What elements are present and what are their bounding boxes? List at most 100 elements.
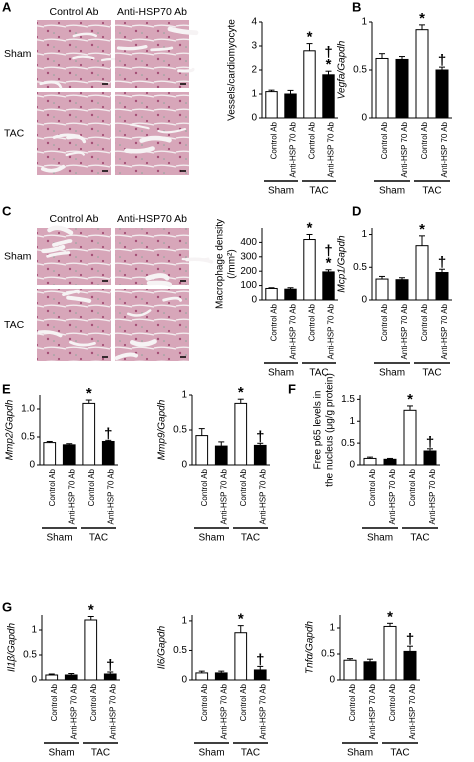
significance-marker: * (419, 221, 425, 238)
bar (265, 287, 278, 301)
micrograph (37, 92, 111, 175)
x-tick-label: Control Ab (270, 121, 279, 159)
x-tick-label: Control Ab (308, 303, 317, 341)
x-tick-label: Control Ab (308, 121, 317, 159)
x-tick-label: Anti-HSP 70 Ab (67, 468, 76, 524)
group-label: TAC (410, 533, 429, 544)
bar (375, 57, 389, 119)
x-tick-label: Anti-HSP 70 Ab (388, 468, 397, 524)
group-label: Sham (347, 748, 373, 759)
tissue-gap (72, 55, 95, 60)
y-tick-label: 1 (361, 17, 367, 28)
x-tick-label: Control Ab (89, 683, 98, 721)
y-tick-label: 0 (31, 675, 37, 686)
significance-marker: † (426, 434, 434, 451)
x-tick-label: Control Ab (420, 121, 429, 159)
tissue-gap (65, 151, 85, 157)
y-tick-label: 0 (361, 113, 367, 124)
y-tick-label: 0 (29, 460, 35, 471)
bar (363, 661, 377, 681)
y-tick-label: 1 (31, 625, 37, 636)
tissue-gap (139, 135, 172, 143)
group-label: TAC (91, 748, 110, 759)
tissue-gap (52, 238, 73, 247)
x-tick-label: Anti-HSP 70 Ab (289, 303, 298, 359)
x-tick-label: Control Ab (420, 303, 429, 341)
group-label: TAC (309, 368, 328, 379)
y-tick-label: 1 (181, 616, 187, 627)
bar (435, 272, 449, 301)
bar (423, 450, 437, 466)
group-label: Sham (46, 533, 72, 544)
bar (415, 29, 429, 119)
y-tick-label: 1.5 (341, 394, 355, 405)
y-axis-label: Free p65 levels in (313, 391, 324, 470)
tissue-gap (157, 128, 187, 134)
y-axis-label: Il1β/Gapdh (7, 623, 18, 673)
x-tick-label: Control Ab (380, 121, 389, 159)
tissue-gap (167, 26, 199, 36)
x-tick-label: Anti-HSP 70 Ab (69, 683, 78, 739)
x-tick-label: Control Ab (368, 468, 377, 506)
micrograph (37, 289, 111, 361)
group-label: Sham (198, 533, 224, 544)
image-row-label: TAC (4, 127, 25, 139)
y-axis-label: Mmp2/Gapdh (5, 399, 16, 460)
group-label: Sham (379, 368, 405, 379)
y-tick-label: 300 (240, 251, 257, 262)
image-column-header: Control Ab (49, 6, 98, 18)
bar (395, 58, 409, 119)
panel-letter: A (2, 0, 12, 14)
x-tick-label: Anti-HSP 70 Ab (400, 303, 409, 359)
panel-letter: E (2, 381, 11, 396)
y-axis-label: Mcp1/Gapdh (337, 235, 348, 293)
significance-marker: † (256, 651, 264, 668)
significance-marker: * (88, 601, 94, 618)
image-row-label: Sham (4, 250, 32, 262)
bar (62, 444, 76, 466)
x-tick-label: Anti-HSP 70 Ab (289, 121, 298, 177)
y-tick-label: 0.5 (321, 649, 335, 660)
micrograph (115, 92, 189, 175)
bar (195, 672, 209, 681)
tissue-gap (47, 225, 74, 236)
bar (64, 674, 78, 681)
tissue-gap (150, 46, 174, 52)
panel-letter: C (2, 203, 12, 218)
y-tick-label: 0.5 (23, 650, 37, 661)
tissue-gap (52, 133, 81, 139)
x-tick-label: Anti-HSP 70 Ab (258, 468, 267, 524)
y-axis-label: Il6/Gapdh (157, 625, 168, 669)
x-tick-label: Control Ab (200, 468, 209, 506)
group-label: Sham (48, 748, 74, 759)
panel-letter: F (288, 381, 296, 396)
bar (284, 93, 297, 119)
bar (234, 402, 248, 466)
bar (363, 457, 377, 466)
bar (322, 271, 335, 301)
bar (82, 402, 96, 466)
y-tick-label: 1 (329, 623, 335, 634)
y-tick-label: 1 (181, 390, 187, 401)
bar (322, 74, 335, 119)
significance-marker: * (407, 391, 413, 408)
y-tick-label: 0 (361, 295, 367, 306)
x-tick-label: Control Ab (408, 468, 417, 506)
significance-marker: * (86, 385, 92, 402)
x-tick-label: Anti-HSP 70 Ab (440, 303, 449, 359)
y-tick-label: 3 (251, 41, 257, 52)
bar (214, 445, 228, 466)
bar (253, 669, 267, 681)
tissue-gap (40, 164, 66, 173)
significance-marker: † (438, 254, 446, 271)
bar (195, 435, 209, 466)
y-tick-label: 4 (251, 17, 257, 28)
bar (284, 288, 297, 301)
significance-marker: * (326, 255, 332, 272)
x-tick-label: Control Ab (50, 683, 59, 721)
y-axis-label: Vegfa/Gapdh (337, 40, 348, 99)
significance-marker: * (307, 219, 313, 236)
bar (435, 69, 449, 119)
group-label: TAC (390, 748, 409, 759)
y-tick-label: 0 (349, 460, 355, 471)
